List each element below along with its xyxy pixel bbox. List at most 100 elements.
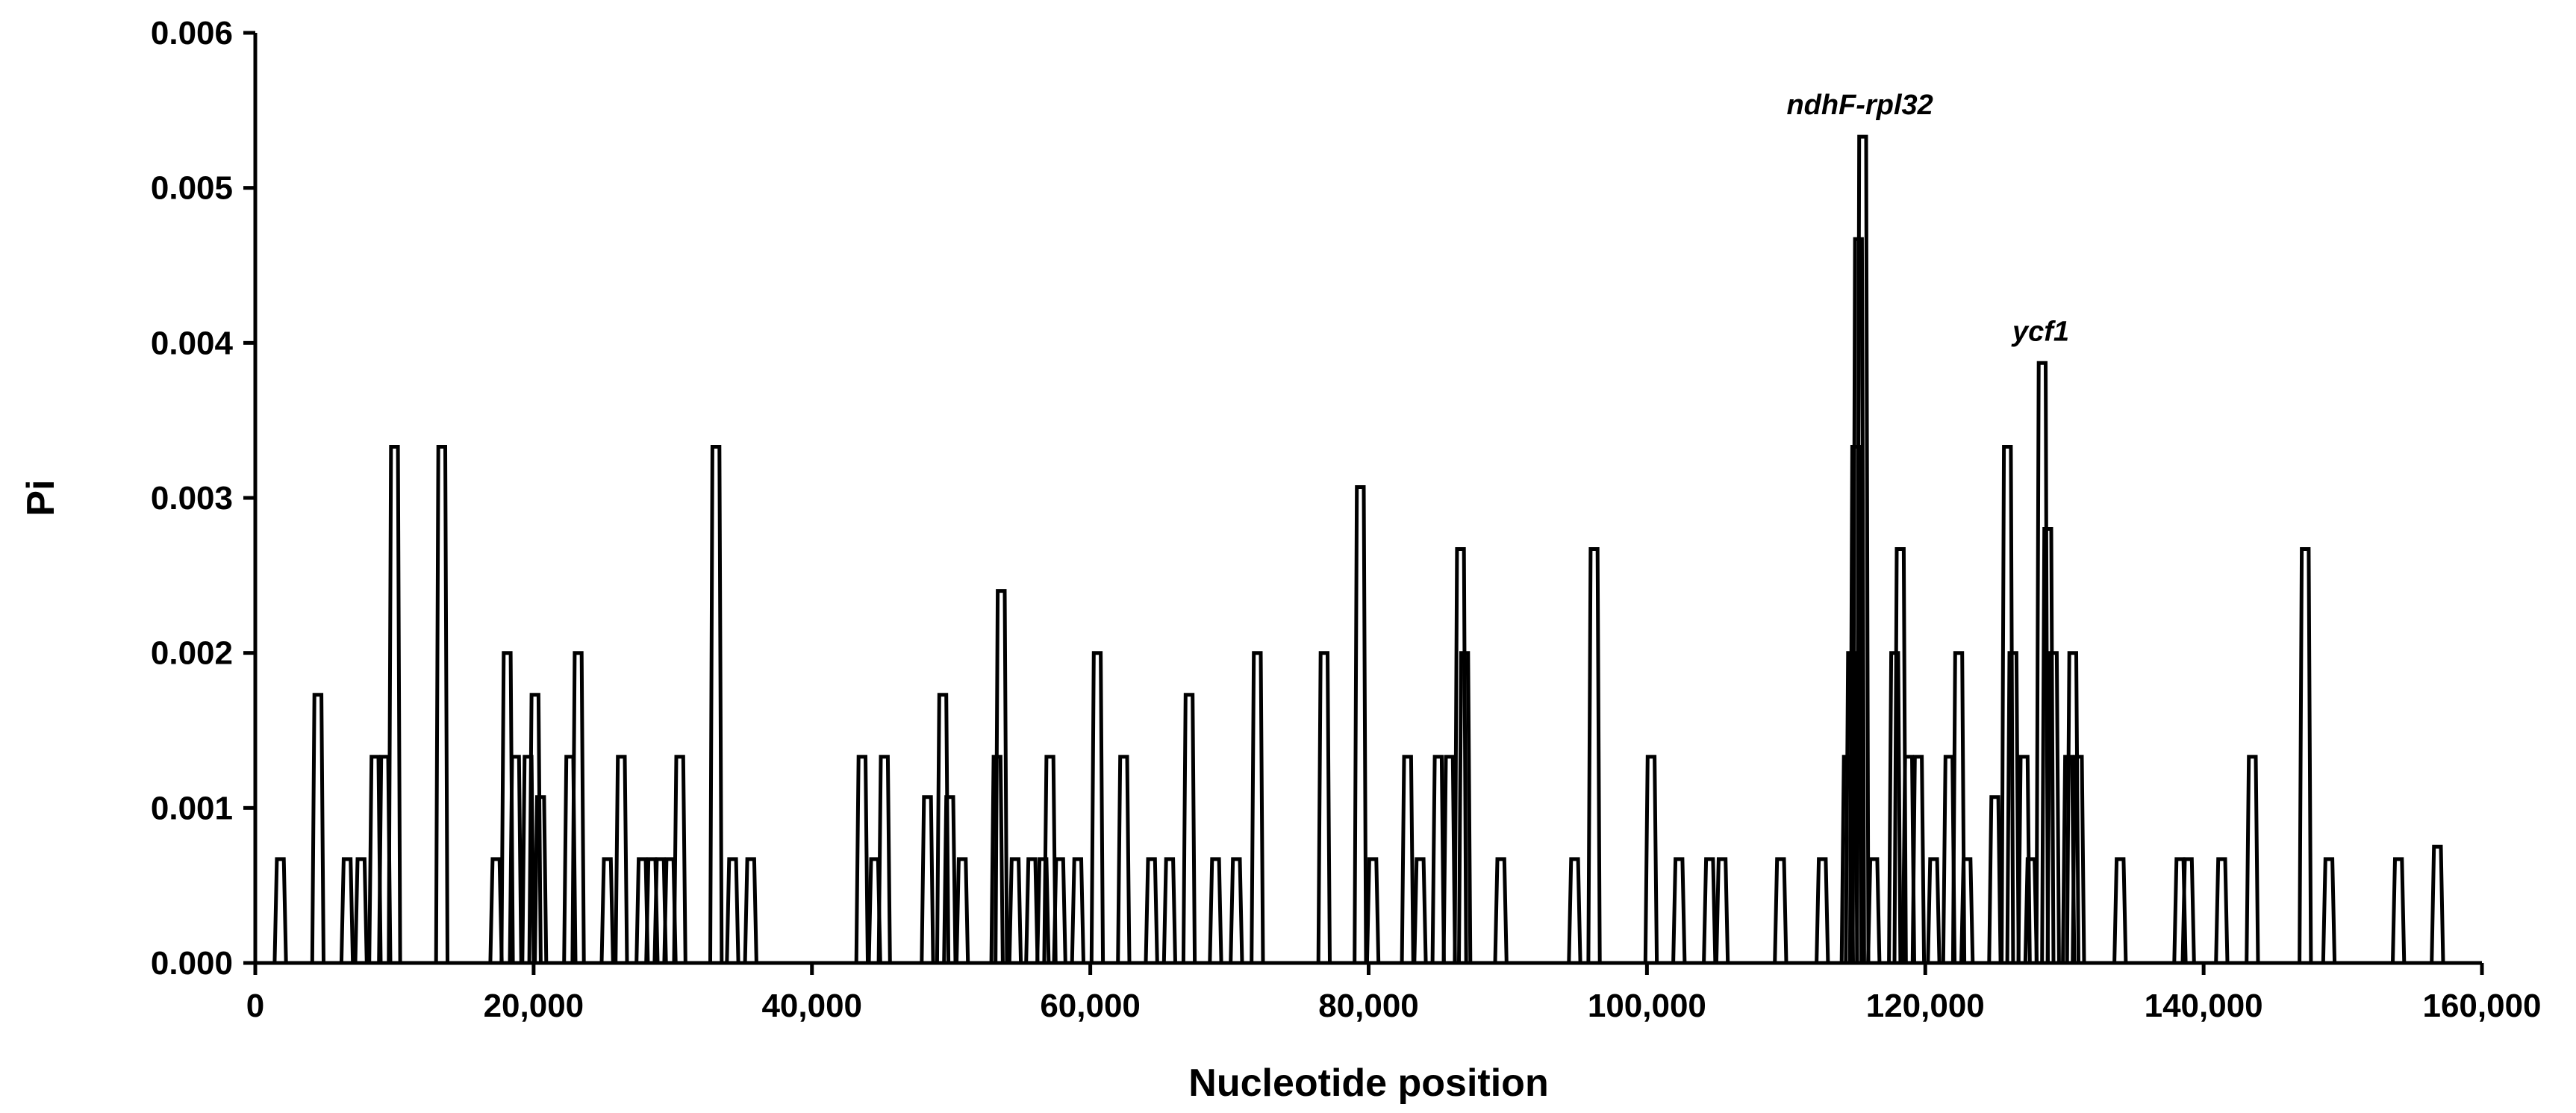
data-peak <box>955 857 970 964</box>
y-tick-label: 0.002 <box>151 635 233 672</box>
data-peak <box>1493 857 1509 964</box>
data-peak <box>1144 857 1159 964</box>
x-tick-label: 120,000 <box>1866 988 1985 1024</box>
data-peak <box>1052 857 1067 964</box>
data-peak <box>1855 134 1871 964</box>
data-peak <box>1866 857 1882 964</box>
data-peak <box>1773 857 1788 964</box>
data-peak <box>1430 755 1446 964</box>
y-tick-label: 0.001 <box>151 790 233 826</box>
data-peak <box>1453 547 1468 964</box>
data-peak <box>527 693 543 964</box>
data-peak <box>1926 857 1942 964</box>
data-peak <box>1950 651 1967 964</box>
data-peak <box>387 445 402 964</box>
data-peak <box>1714 857 1730 964</box>
data-peak <box>570 651 586 964</box>
data-peak <box>1959 857 1975 964</box>
data-peak <box>876 755 892 964</box>
data-peak <box>2040 527 2056 964</box>
y-tick-label: 0.006 <box>151 15 233 52</box>
annotation-layer: ndhF-rpl32 ycf1 <box>1786 90 2069 347</box>
data-peak <box>1035 857 1051 964</box>
data-peak <box>1024 857 1040 964</box>
data-peak <box>614 755 629 964</box>
x-tick-label: 20,000 <box>484 988 584 1024</box>
data-peak <box>434 445 449 964</box>
x-ticks: 0 20,000 40,000 60,000 80,000 100,000 120,000 1… <box>246 963 2542 1024</box>
y-tick-label: 0.004 <box>151 325 234 361</box>
data-peak <box>1250 651 1265 964</box>
data-peak <box>1208 857 1223 964</box>
axis-layer <box>253 33 2482 965</box>
data-peak <box>1987 795 2003 964</box>
data-peak <box>353 857 369 964</box>
data-peak <box>508 755 523 964</box>
x-tick-label: 80,000 <box>1318 988 1419 1024</box>
data-peak <box>1400 755 1415 964</box>
y-ticks: 0.000 0.001 0.002 0.003 0.004 0.005 0.006 <box>151 15 255 982</box>
data-peak <box>1815 857 1830 964</box>
x-tick-label: 100,000 <box>1588 988 1706 1024</box>
data-peak <box>1586 547 1602 964</box>
data-peak <box>1457 651 1473 964</box>
data-peak <box>272 857 288 964</box>
data-peak <box>920 795 935 964</box>
y-tick-label: 0.005 <box>151 170 233 207</box>
data-peak <box>2321 857 2337 964</box>
y-tick-label: 0.000 <box>151 945 233 982</box>
data-peak <box>2214 857 2230 964</box>
data-peak <box>339 857 355 964</box>
data-peak <box>2065 651 2080 964</box>
data-peak <box>2005 651 2021 964</box>
data-peak <box>2045 651 2061 964</box>
data-peak <box>1161 857 1177 964</box>
data-peak <box>1365 857 1381 964</box>
data-peak <box>2180 857 2196 964</box>
data-peak <box>1070 857 1085 964</box>
data-peak <box>520 755 536 964</box>
y-tick-label: 0.003 <box>151 480 233 517</box>
data-peak <box>854 755 870 964</box>
data-peak <box>2000 445 2015 964</box>
data-peak <box>2298 547 2313 964</box>
data-peak <box>1671 857 1687 964</box>
data-peak <box>1702 857 1718 964</box>
peak-annotation: ndhF-rpl32 <box>1786 90 1933 121</box>
data-peak <box>1412 857 1428 964</box>
data-peak <box>310 693 325 964</box>
x-tick-label: 140,000 <box>2145 988 2263 1024</box>
data-peak <box>942 795 958 964</box>
data-peak <box>1089 651 1105 964</box>
series-layer <box>272 134 2445 964</box>
x-tick-label: 0 <box>246 988 264 1024</box>
peak-annotation: ycf1 <box>2011 316 2069 347</box>
data-peak <box>2034 361 2050 964</box>
x-axis-title: Nucleotide position <box>1188 1061 1548 1105</box>
data-peak <box>2112 857 2128 964</box>
y-axis-title: Pi <box>19 479 63 516</box>
data-peak <box>2245 755 2260 964</box>
data-peak <box>1007 857 1023 964</box>
data-peak <box>533 795 549 964</box>
x-tick-label: 60,000 <box>1040 988 1141 1024</box>
x-tick-label: 40,000 <box>761 988 862 1024</box>
data-peak <box>2430 844 2445 964</box>
data-peak <box>994 589 1009 964</box>
data-peak <box>708 445 724 964</box>
data-peak <box>599 857 615 964</box>
x-tick-label: 160,000 <box>2422 988 2541 1024</box>
data-peak <box>1316 651 1332 964</box>
data-peak <box>1910 755 1927 964</box>
data-peak <box>2071 755 2086 964</box>
data-peak <box>1643 755 1659 964</box>
data-peak <box>725 857 740 964</box>
data-peak <box>672 755 687 964</box>
data-peak <box>2391 857 2407 964</box>
data-peak <box>1229 857 1244 964</box>
data-peak <box>1567 857 1582 964</box>
data-peak <box>1353 485 1368 964</box>
data-peak <box>1181 693 1197 964</box>
data-peak <box>1116 755 1132 964</box>
